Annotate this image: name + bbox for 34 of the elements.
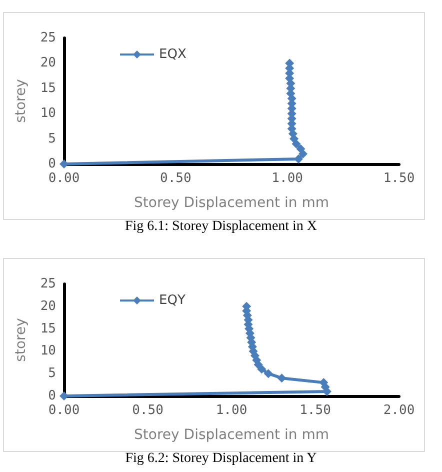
y-tick-label: 20 bbox=[40, 56, 56, 71]
y-tick-label: 15 bbox=[40, 321, 56, 336]
y-tick-label: 5 bbox=[48, 366, 56, 382]
point bbox=[296, 144, 306, 154]
y-tick-label: 0 bbox=[48, 156, 56, 172]
y-tick-label: 25 bbox=[40, 276, 56, 292]
y-tick-label: 10 bbox=[40, 344, 56, 359]
y-tick-label: 15 bbox=[40, 80, 56, 96]
x-tick-label: 1.50 bbox=[300, 403, 331, 418]
x-tick-label: 2.00 bbox=[383, 403, 415, 418]
y-tick-label: 25 bbox=[40, 30, 56, 46]
x-tick-label: 1.00 bbox=[216, 403, 248, 418]
y-tick-label: 20 bbox=[40, 298, 56, 314]
x-axis-title: Storey Displacement in mm bbox=[134, 427, 329, 443]
y-axis-title: storey bbox=[13, 79, 29, 123]
x-tick-label: 0.50 bbox=[132, 403, 164, 418]
x-tick-label: 0.50 bbox=[160, 171, 192, 186]
caption: Fig 6.2: Storey Displacement in Y bbox=[124, 451, 318, 467]
x-axis-title: Storey Displacement in mm bbox=[134, 195, 329, 211]
point bbox=[264, 369, 273, 378]
x-tick-label: 1.00 bbox=[272, 171, 303, 186]
legend-label: EQY bbox=[159, 293, 186, 308]
y-tick-label: 5 bbox=[48, 131, 56, 146]
x-tick-label: 0.00 bbox=[48, 403, 80, 418]
caption: Fig 6.1: Storey Displacement in X bbox=[124, 219, 318, 235]
y-tick-label: 10 bbox=[40, 106, 56, 122]
point bbox=[60, 160, 68, 168]
point bbox=[294, 154, 303, 164]
y-tick-label: 0 bbox=[48, 388, 56, 404]
y-axis-title: storey bbox=[13, 318, 29, 362]
point bbox=[60, 392, 68, 400]
legend-label: EQX bbox=[159, 47, 186, 62]
x-tick-label: 0.00 bbox=[48, 171, 80, 186]
x-tick-label: 1.50 bbox=[383, 171, 415, 186]
